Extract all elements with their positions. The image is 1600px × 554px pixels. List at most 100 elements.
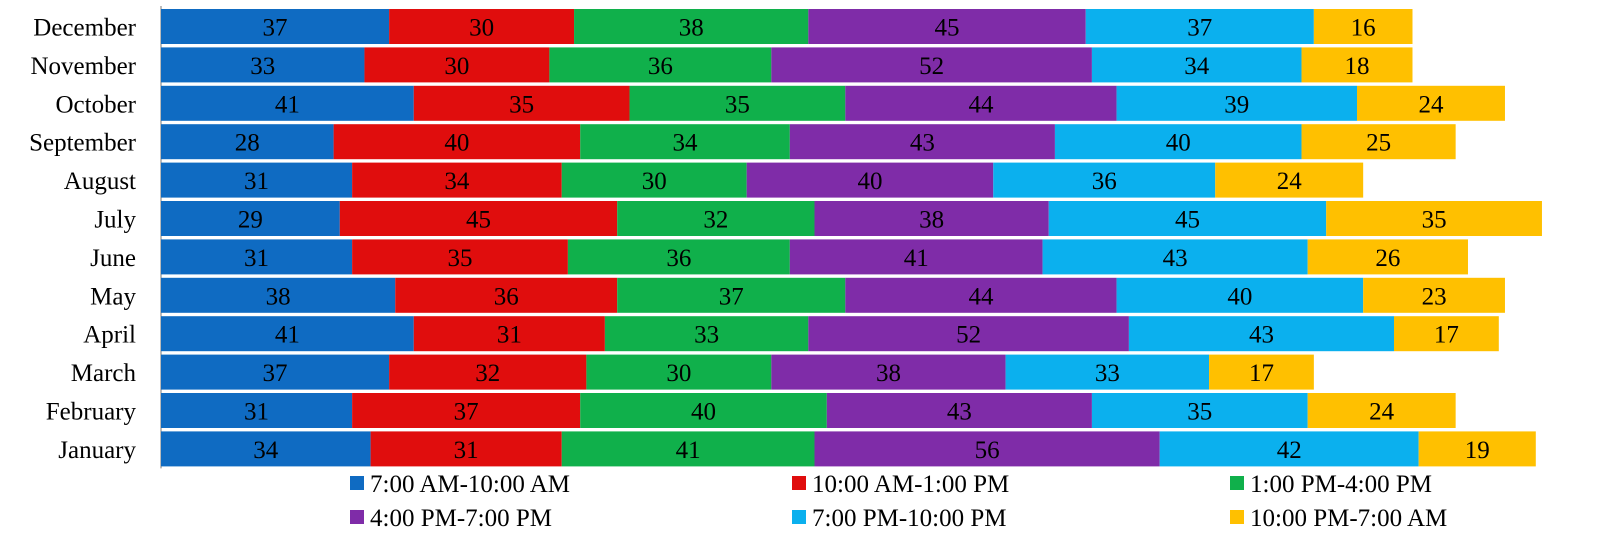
bar-segment [814, 431, 1160, 467]
data-label: 24 [1277, 168, 1303, 195]
data-label: 32 [703, 207, 728, 234]
data-label: 37 [1187, 15, 1212, 42]
data-label: 45 [935, 15, 960, 42]
data-label: 45 [1175, 207, 1200, 234]
data-label: 40 [691, 399, 716, 426]
legend-label: 7:00 PM-10:00 PM [812, 505, 1006, 532]
data-label: 30 [642, 168, 667, 195]
bar-segment [808, 316, 1129, 352]
data-label: 40 [1166, 130, 1191, 157]
data-label: 35 [1422, 207, 1447, 234]
bar-segment [413, 316, 605, 352]
bar-segment [561, 162, 747, 198]
bar-segment [1116, 85, 1358, 121]
bar-segment [161, 162, 353, 198]
month-label: May [90, 283, 136, 310]
data-label: 41 [275, 91, 300, 118]
data-label: 38 [876, 360, 901, 387]
legend-item: 7:00 AM-10:00 AM [350, 471, 570, 498]
data-label: 35 [509, 91, 534, 118]
data-label: 40 [1227, 283, 1252, 310]
data-label: 37 [263, 15, 288, 42]
data-label: 24 [1369, 399, 1395, 426]
bar-segment [629, 85, 846, 121]
month-label: January [58, 437, 136, 464]
bar-segment [789, 124, 1055, 160]
bar-segment [604, 316, 809, 352]
bar-segment [1215, 162, 1364, 198]
bar-segment [1394, 316, 1499, 352]
month-labels-group: January February March April May June July Augu… [29, 15, 137, 464]
bar-segment [364, 47, 550, 83]
month-label: April [83, 322, 136, 349]
legend-item: 4:00 PM-7:00 PM [350, 505, 552, 532]
bar-segment [352, 393, 581, 428]
bar-segment [1085, 9, 1314, 44]
data-label: 37 [454, 399, 479, 426]
legend-item: 10:00 PM-7:00 AM [1230, 505, 1447, 532]
data-label: 44 [968, 91, 994, 118]
bar-segment [161, 47, 365, 83]
data-label: 38 [266, 283, 291, 310]
legend-swatch [350, 510, 364, 524]
bar-segment [413, 85, 630, 121]
bar-segment [161, 239, 353, 275]
data-label: 52 [956, 322, 981, 349]
bar-segment [161, 431, 371, 467]
bar-segment [1307, 393, 1456, 428]
bar-segment [1116, 277, 1364, 313]
data-label: 30 [666, 360, 691, 387]
bar-segment [370, 431, 562, 467]
bar-segment [746, 162, 994, 198]
bar-segment [339, 201, 618, 236]
data-label: 31 [244, 399, 269, 426]
bar-segment [1326, 201, 1542, 236]
data-label: 37 [719, 283, 744, 310]
month-label: August [64, 168, 136, 195]
bar-segment [161, 277, 396, 313]
data-label: 52 [919, 53, 944, 80]
bar-segment [352, 162, 562, 198]
bar-segment [617, 277, 846, 313]
bar-segment [1091, 393, 1308, 428]
bar-segment [845, 277, 1117, 313]
bar-segment [814, 201, 1049, 236]
data-label: 30 [469, 15, 494, 42]
bar-segment [771, 47, 1092, 83]
data-label: 16 [1351, 15, 1376, 42]
data-label: 25 [1366, 130, 1391, 157]
data-label: 41 [275, 322, 300, 349]
data-label: 36 [648, 53, 673, 80]
bar-segment [389, 354, 587, 390]
data-label: 44 [968, 283, 994, 310]
bar-segment [1042, 239, 1308, 275]
month-label: December [33, 15, 136, 42]
data-label: 30 [444, 53, 469, 80]
data-label: 26 [1375, 245, 1400, 272]
data-label: 31 [454, 437, 479, 464]
data-label: 41 [676, 437, 701, 464]
data-label: 34 [673, 130, 699, 157]
month-label: September [29, 130, 137, 157]
bar-segment [161, 201, 340, 236]
data-label: 43 [947, 399, 972, 426]
data-label: 56 [975, 437, 1000, 464]
bar-segment [161, 9, 390, 44]
bar-segment [161, 85, 414, 121]
legend-swatch [1230, 476, 1244, 490]
month-label: July [94, 207, 136, 234]
legend-label: 4:00 PM-7:00 PM [370, 505, 552, 532]
data-label: 19 [1465, 437, 1490, 464]
bar-segment [580, 124, 790, 160]
bar-segment [574, 9, 809, 44]
legend-swatch [792, 476, 806, 490]
data-label: 40 [444, 130, 469, 157]
bar-segment [333, 124, 581, 160]
legend-item: 7:00 PM-10:00 PM [792, 505, 1006, 532]
bar-segment [1048, 201, 1327, 236]
bar-segment [1301, 47, 1413, 83]
month-label: March [71, 360, 137, 387]
bar-segment [993, 162, 1216, 198]
legend-label: 1:00 PM-4:00 PM [1250, 471, 1432, 498]
